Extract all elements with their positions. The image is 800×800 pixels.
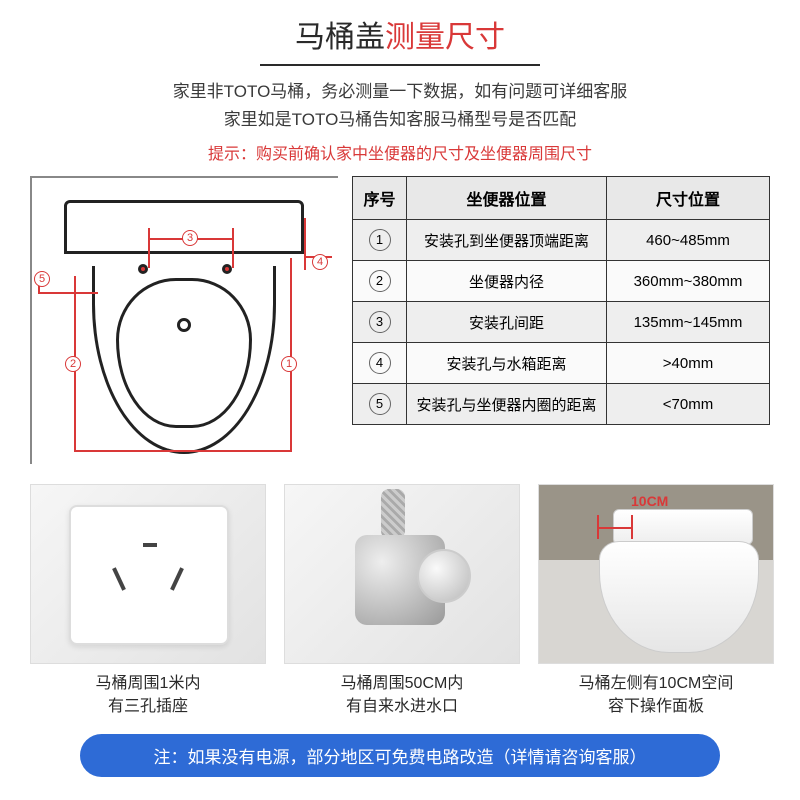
- row-pos: 安装孔与水箱距离: [407, 343, 607, 384]
- title-underline: [260, 64, 540, 66]
- th-size: 尺寸位置: [607, 177, 770, 220]
- row-size: 460~485mm: [607, 220, 770, 261]
- photo2-line1: 马桶周围50CM内: [284, 672, 520, 695]
- row-pos: 安装孔到坐便器顶端距离: [407, 220, 607, 261]
- page-title: 马桶盖测量尺寸: [30, 20, 770, 56]
- table-row: 5 安装孔与坐便器内圈的距离 <70mm: [353, 384, 770, 425]
- diagram-marker-1: 1: [281, 356, 297, 372]
- photo1-line1: 马桶周围1米内: [30, 672, 266, 695]
- photo-item-toilet: 10CM 马桶左侧有10CM空间 容下操作面板: [538, 484, 774, 718]
- diagram-marker-3: 3: [182, 230, 198, 246]
- title-part2: 测量尺寸: [385, 21, 505, 54]
- outlet-photo: [30, 484, 266, 664]
- photo3-line1: 马桶左侧有10CM空间: [538, 672, 774, 695]
- diagram-marker-4: 4: [312, 254, 328, 270]
- tip-text: 提示：购买前确认家中坐便器的尺寸及坐便器周围尺寸: [30, 140, 770, 164]
- subtitle-block: 家里非TOTO马桶，务必测量一下数据，如有问题可详细客服 家里如是TOTO马桶告…: [30, 78, 770, 134]
- table-row: 2 坐便器内径 360mm~380mm: [353, 261, 770, 302]
- row-size: 360mm~380mm: [607, 261, 770, 302]
- photo-item-valve: 马桶周围50CM内 有自来水进水口: [284, 484, 520, 718]
- title-part1: 马桶盖: [295, 21, 385, 54]
- photo1-line2: 有三孔插座: [30, 695, 266, 718]
- row-size: <70mm: [607, 384, 770, 425]
- th-position: 坐便器位置: [407, 177, 607, 220]
- row-pos: 安装孔间距: [407, 302, 607, 343]
- spec-table: 序号 坐便器位置 尺寸位置 1 安装孔到坐便器顶端距离 460~485mm 2 …: [352, 176, 770, 425]
- photo-item-outlet: 马桶周围1米内 有三孔插座: [30, 484, 266, 718]
- photos-row: 马桶周围1米内 有三孔插座 马桶周围50CM内 有自来水进水口 10CM 马桶左…: [30, 484, 770, 718]
- toilet-diagram: 1 2 3 4 5: [30, 176, 338, 464]
- table-row: 4 安装孔与水箱距离 >40mm: [353, 343, 770, 384]
- row-index: 4: [369, 352, 391, 374]
- row-index: 2: [369, 270, 391, 292]
- th-index: 序号: [353, 177, 407, 220]
- row-size: 135mm~145mm: [607, 302, 770, 343]
- table-header-row: 序号 坐便器位置 尺寸位置: [353, 177, 770, 220]
- photo2-line2: 有自来水进水口: [284, 695, 520, 718]
- row-index: 3: [369, 311, 391, 333]
- row-size: >40mm: [607, 343, 770, 384]
- row-pos: 坐便器内径: [407, 261, 607, 302]
- subtitle-line1: 家里非TOTO马桶，务必测量一下数据，如有问题可详细客服: [30, 78, 770, 106]
- diagram-marker-2: 2: [65, 356, 81, 372]
- table-row: 1 安装孔到坐便器顶端距离 460~485mm: [353, 220, 770, 261]
- diagram-marker-5: 5: [34, 271, 50, 287]
- row-index: 5: [369, 393, 391, 415]
- table-row: 3 安装孔间距 135mm~145mm: [353, 302, 770, 343]
- photo3-line2: 容下操作面板: [538, 695, 774, 718]
- subtitle-line2: 家里如是TOTO马桶告知客服马桶型号是否匹配: [30, 106, 770, 134]
- toilet-install-photo: 10CM: [538, 484, 774, 664]
- valve-photo: [284, 484, 520, 664]
- footer-note: 注：如果没有电源，部分地区可免费电路改造（详情请咨询客服）: [80, 734, 720, 777]
- row-pos: 安装孔与坐便器内圈的距离: [407, 384, 607, 425]
- photo3-overlay: 10CM: [631, 493, 668, 509]
- row-index: 1: [369, 229, 391, 251]
